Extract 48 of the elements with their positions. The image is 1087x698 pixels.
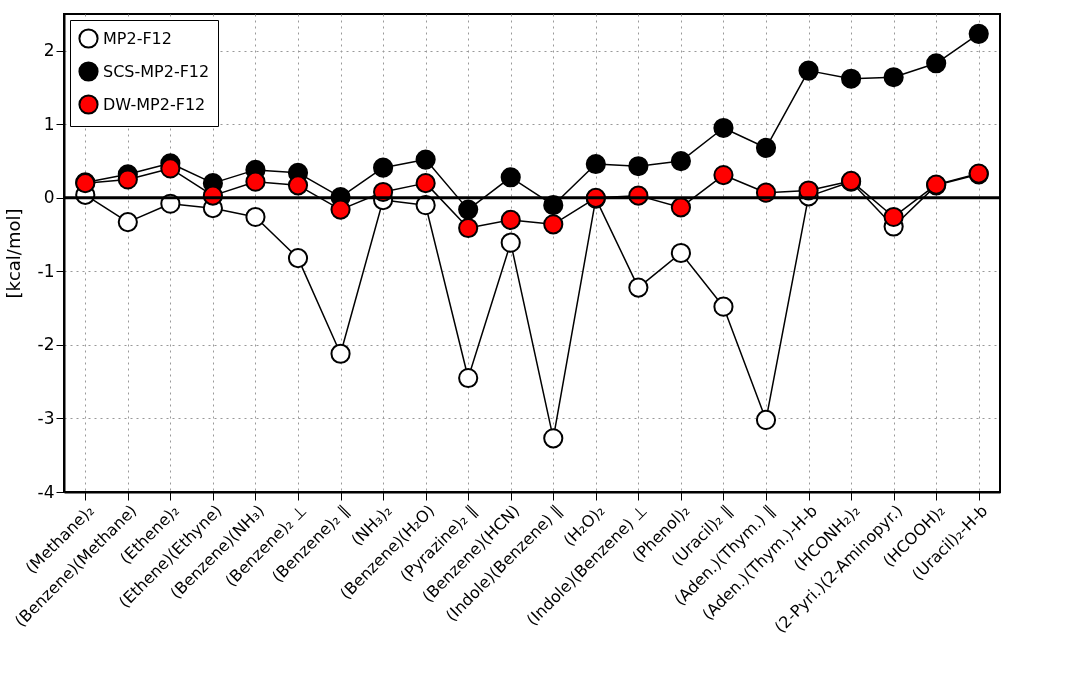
point <box>841 68 862 89</box>
y-axis-title: [kcal/mol] <box>2 208 24 299</box>
point <box>755 137 777 158</box>
point <box>287 175 309 196</box>
point <box>160 158 181 179</box>
point <box>628 156 649 177</box>
point <box>415 173 436 194</box>
point <box>458 367 479 389</box>
point <box>543 214 564 235</box>
point <box>713 117 734 139</box>
point <box>287 248 309 269</box>
point <box>713 164 734 186</box>
point <box>543 428 564 449</box>
point <box>415 149 436 170</box>
point <box>458 217 479 239</box>
point <box>968 23 989 44</box>
point <box>755 409 777 430</box>
point <box>670 197 691 218</box>
legend-label: DW-MP2-F12 <box>103 94 206 114</box>
point <box>798 60 819 81</box>
legend-label: SCS-MP2-F12 <box>103 61 210 81</box>
y-tick-label: -1 <box>37 260 55 281</box>
point <box>883 206 904 228</box>
point <box>500 209 521 230</box>
point <box>926 53 947 74</box>
y-tick-label: 2 <box>43 40 55 61</box>
point <box>373 157 394 178</box>
point <box>330 343 351 364</box>
point <box>500 167 521 188</box>
point <box>628 277 649 298</box>
point <box>458 199 479 220</box>
point <box>670 151 691 172</box>
y-tick-label: -3 <box>37 407 55 428</box>
y-tick-label: 1 <box>43 113 55 134</box>
point <box>245 206 266 228</box>
point <box>883 67 904 88</box>
point <box>670 242 691 264</box>
point <box>585 153 606 175</box>
y-tick-label: -4 <box>37 481 55 502</box>
point <box>713 296 734 317</box>
point <box>330 199 351 220</box>
legend-label: MP2-F12 <box>103 28 172 48</box>
y-tick-label: 0 <box>43 187 55 208</box>
y-tick-label: -2 <box>37 334 55 355</box>
point <box>500 232 521 253</box>
point <box>245 171 266 192</box>
point <box>117 212 138 233</box>
point <box>117 169 138 190</box>
